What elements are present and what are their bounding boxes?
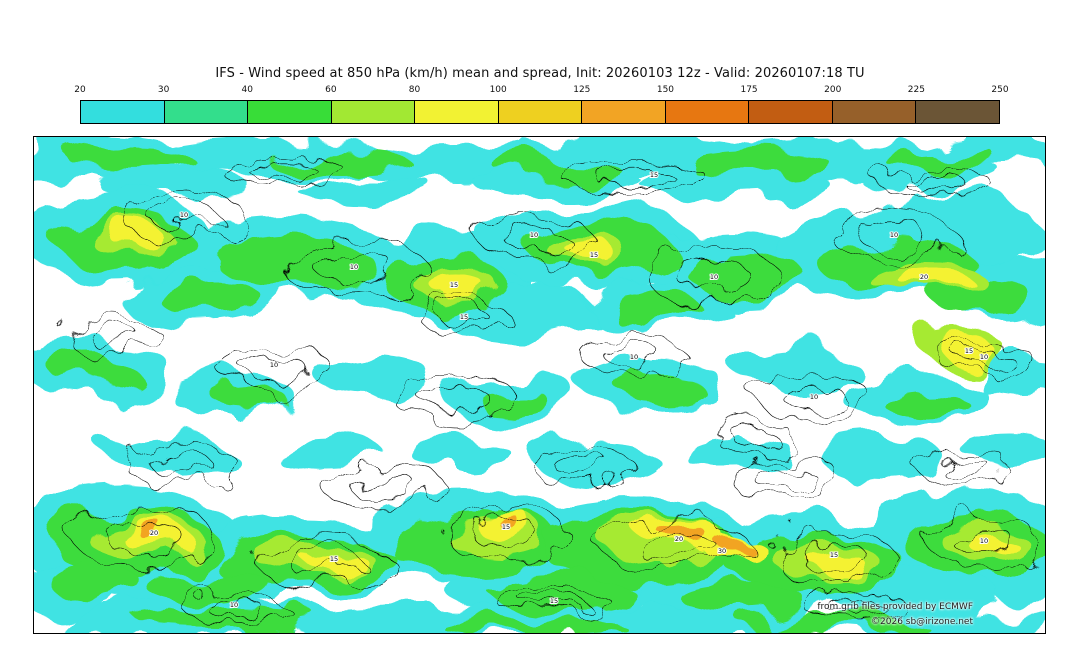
credit-copyright: ©2026 sb@irizone.net bbox=[871, 617, 973, 628]
contour-label: 15 bbox=[502, 523, 510, 531]
fill-layer-yellow bbox=[107, 224, 1008, 569]
colorbar-tick: 150 bbox=[656, 85, 675, 95]
contour-label: 10 bbox=[980, 353, 988, 361]
contour-label: 10 bbox=[180, 211, 188, 219]
map-credits: from grib files provided by ECMWF ©2026 … bbox=[817, 600, 973, 630]
contour-label: 10 bbox=[890, 231, 898, 239]
credit-source: from grib files provided by ECMWF bbox=[817, 602, 973, 613]
contour-label: 10 bbox=[710, 273, 718, 281]
colorbar-tick: 125 bbox=[573, 85, 591, 95]
map-canvas: 10 10 10 15 15 10 10 10 10 20 15 15 20 30 15 10 15 10 15 10… bbox=[34, 137, 1045, 633]
colorbar-segment-1 bbox=[164, 101, 249, 123]
colorbar-tick: 80 bbox=[408, 85, 421, 95]
contour-label: 10 bbox=[270, 361, 278, 369]
colorbar-tick: 225 bbox=[907, 85, 925, 95]
spread-contour-lines bbox=[66, 157, 1042, 622]
colorbar-segment-9 bbox=[832, 101, 917, 123]
contour-label: 20 bbox=[675, 535, 683, 543]
contour-label: 10 bbox=[630, 353, 638, 361]
colorbar-segment-2 bbox=[248, 101, 332, 123]
colorbar-segment-5 bbox=[498, 101, 583, 123]
colorbar bbox=[80, 100, 1000, 124]
contour-label: 20 bbox=[150, 529, 158, 537]
colorbar-tick: 200 bbox=[824, 85, 842, 95]
colorbar-segment-4 bbox=[415, 101, 499, 123]
colorbar-tick: 30 bbox=[157, 85, 170, 95]
colorbar-segment-8 bbox=[749, 101, 833, 123]
contour-label: 15 bbox=[450, 281, 458, 289]
contour-label: 10 bbox=[230, 601, 238, 609]
contour-label: 30 bbox=[718, 547, 726, 555]
contour-label: 15 bbox=[650, 171, 658, 179]
map-area: 10 10 10 15 15 10 10 10 10 20 15 15 20 30 15 10 15 10 15 10… bbox=[33, 136, 1046, 634]
colorbar-segment-10 bbox=[916, 101, 1000, 123]
colorbar-ticks: 20 30 40 60 80 100 125 150 175 200 225 250 bbox=[74, 85, 1008, 97]
colorbar-tick: 60 bbox=[325, 85, 337, 95]
contour-label: 15 bbox=[830, 551, 838, 559]
colorbar-segment-6 bbox=[582, 101, 666, 123]
colorbar-tick: 40 bbox=[241, 85, 253, 95]
contour-label: 10 bbox=[530, 231, 538, 239]
colorbar-segment-0 bbox=[81, 101, 165, 123]
colorbar-tick: 175 bbox=[740, 85, 758, 95]
colorbar-tick: 250 bbox=[991, 85, 1009, 95]
contour-label: 15 bbox=[460, 313, 468, 321]
contour-label: 15 bbox=[330, 555, 338, 563]
colorbar-tick: 20 bbox=[74, 85, 86, 95]
colorbar-segment-3 bbox=[331, 101, 416, 123]
colorbar-segment-7 bbox=[665, 101, 750, 123]
contour-label: 20 bbox=[920, 273, 928, 281]
chart-title: IFS - Wind speed at 850 hPa (km/h) mean … bbox=[215, 66, 865, 81]
contour-label: 15 bbox=[550, 597, 558, 605]
fill-layer-orange bbox=[138, 516, 751, 552]
colorbar-tick: 100 bbox=[489, 85, 507, 95]
contour-label: 15 bbox=[965, 347, 973, 355]
contour-label: 15 bbox=[590, 251, 598, 259]
contour-label: 10 bbox=[350, 263, 358, 271]
contour-label: 10 bbox=[810, 393, 818, 401]
contour-label: 10 bbox=[980, 537, 988, 545]
